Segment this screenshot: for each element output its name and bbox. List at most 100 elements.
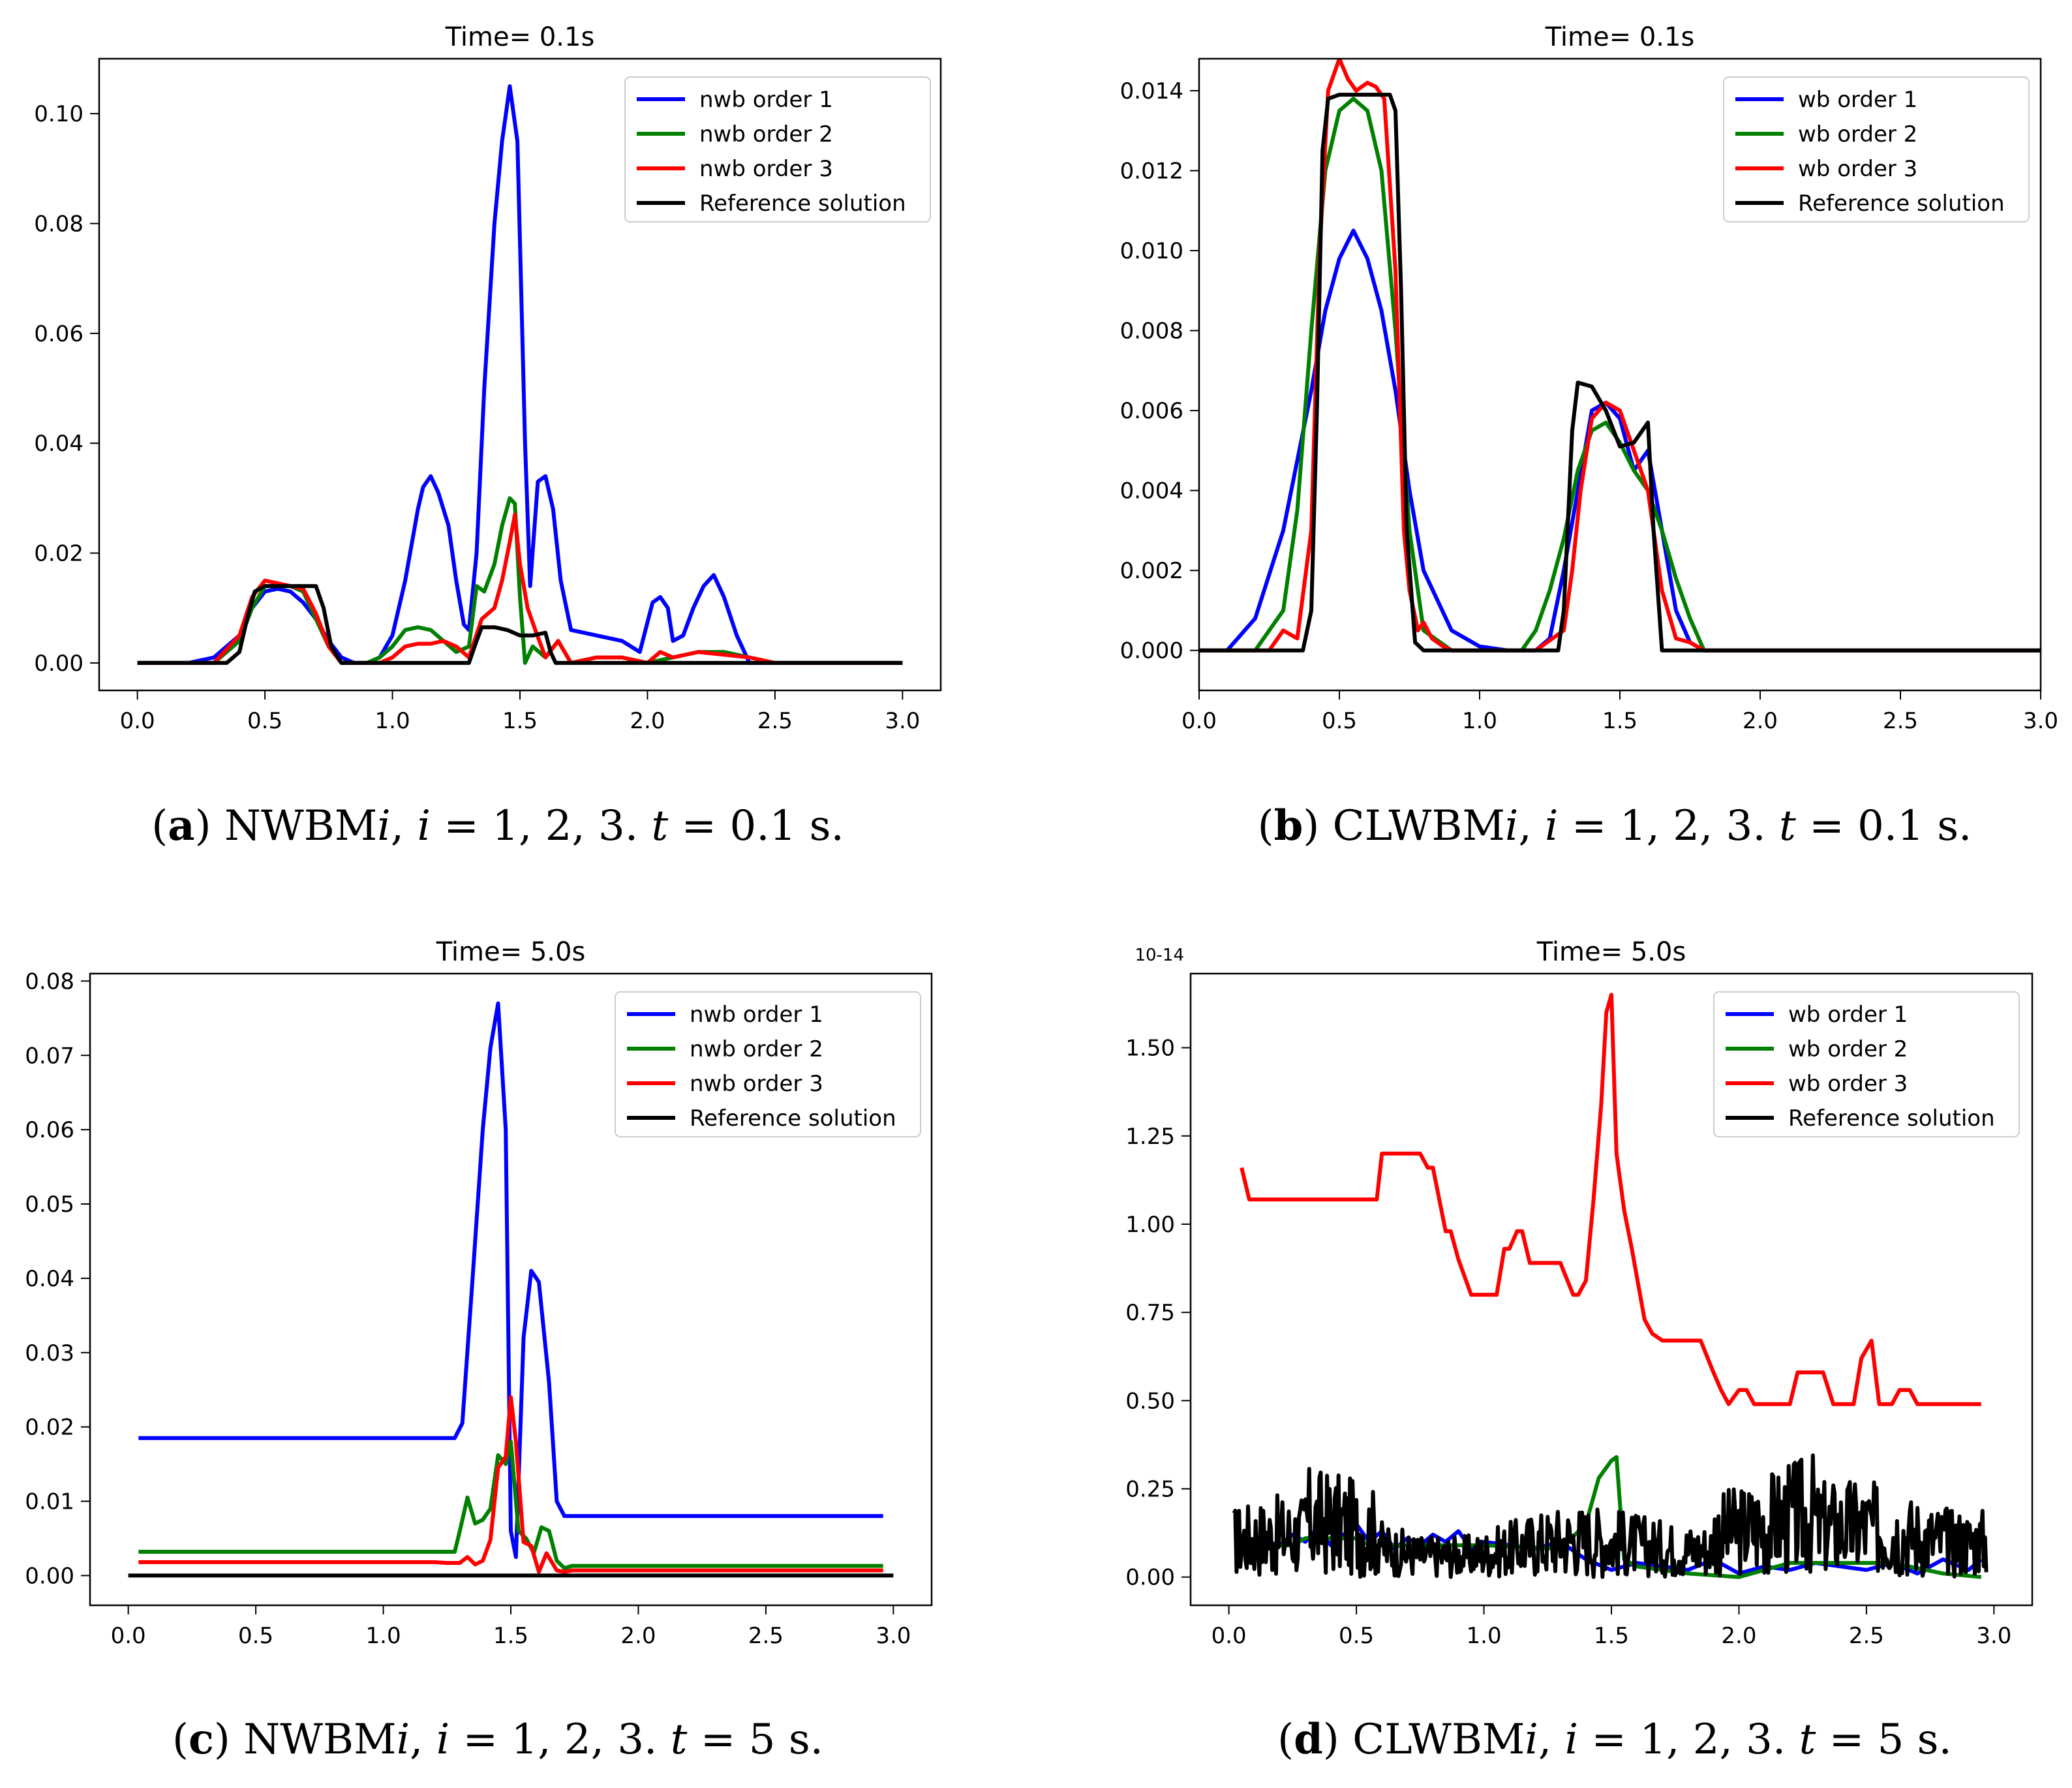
series-line-4 (137, 584, 903, 665)
x-tick-label: 1.5 (1594, 1623, 1629, 1649)
y-tick-label: 0.000 (1120, 638, 1183, 664)
x-tick-label: 2.0 (1743, 708, 1778, 734)
y-tick-label: 0.04 (25, 1266, 74, 1292)
chart-c: Time= 5.0s 0.0 0.5 1.0 1.5 2.0 2.5 3.0 0.00 0.01 0… (25, 937, 933, 1649)
x-tick-label: 1.5 (1602, 708, 1638, 734)
y-tick-label: 1.50 (1125, 1036, 1175, 1062)
x-tick-label: 2.5 (1883, 708, 1918, 734)
x-tick-label: 1.0 (1467, 1623, 1502, 1649)
x-tick-label: 0.5 (247, 708, 282, 734)
series-line-4 (1232, 1453, 1988, 1579)
caption-c: (c) NWBMi, i = 1, 2, 3. t = 5 s. (172, 1715, 824, 1764)
y-tick-label: 0.08 (34, 211, 84, 238)
x-tick-label: 0.5 (1322, 708, 1357, 734)
plot-frame (89, 972, 933, 1607)
y-tick-label: 0.75 (1125, 1300, 1175, 1326)
legend-label-3: wb order 3 (1788, 1071, 1908, 1097)
legend-label-4: Reference solution (1788, 1105, 1995, 1132)
caption-a: (a) NWBMi, i = 1, 2, 3. t = 0.1 s. (151, 801, 844, 850)
legend-label-3: nwb order 3 (690, 1071, 823, 1097)
legend-label-4: Reference solution (699, 191, 906, 217)
y-tick-label: 0.00 (34, 651, 84, 677)
y-tick-label: 1.25 (1125, 1124, 1175, 1150)
y-tick-label: 0.06 (25, 1117, 74, 1143)
y-tick-label: 0.03 (25, 1340, 74, 1366)
legend-box (1723, 76, 2030, 223)
y-tick-label: 0.004 (1120, 478, 1183, 504)
plot-frame (98, 57, 942, 692)
series-line-2 (138, 1440, 883, 1571)
x-tick-label: 2.0 (1721, 1623, 1756, 1649)
legend: nwb order 1 nwb order 2 nwb order 3 Referen… (615, 991, 921, 1137)
x-tick-label: 2.5 (1849, 1623, 1884, 1649)
series-line-4 (1199, 93, 2041, 653)
y-tick-label: 0.08 (25, 968, 74, 994)
legend-box (1713, 991, 2020, 1137)
x-tick-label: 0.0 (120, 708, 155, 734)
y-tick-label: 1.00 (1125, 1212, 1175, 1238)
chart-d: Time= 5.0s 0.0 0.5 1.0 1.5 2.0 2.5 3.0 0.00 0.25 0… (1125, 937, 2034, 1649)
caption-d: (d) CLWBMi, i = 1, 2, 3. t = 5 s. (1277, 1715, 1952, 1764)
y-tick-label: 0.07 (25, 1043, 74, 1069)
legend-label-4: Reference solution (690, 1105, 896, 1132)
chart-title: Time= 0.1s (445, 22, 595, 52)
x-tick-label: 1.0 (1462, 708, 1497, 734)
legend: wb order 1 wb order 2 wb order 3 Reference … (1723, 76, 2030, 223)
y-multiplier: 10-14 (1135, 946, 1184, 965)
x-tick-label: 3.0 (885, 708, 920, 734)
legend: nwb order 1 nwb order 2 nwb order 3 Referen… (624, 76, 931, 223)
plot-frame (1189, 972, 2034, 1607)
x-tick-label: 0.0 (1211, 1623, 1247, 1649)
legend-label-2: nwb order 2 (699, 121, 833, 147)
x-tick-label: 3.0 (2023, 708, 2058, 734)
y-tick-label: 0.02 (25, 1415, 74, 1441)
legend-box (624, 76, 931, 223)
y-tick-label: 0.25 (1125, 1477, 1175, 1503)
series-line-3 (1240, 993, 1981, 1406)
y-tick-label: 0.012 (1120, 159, 1183, 185)
series-group (1199, 59, 2041, 653)
y-tick-label: 0.01 (25, 1489, 74, 1515)
y-tick-label: 0.04 (34, 431, 84, 457)
legend-label-1: wb order 1 (1798, 87, 1917, 113)
x-tick-label: 2.0 (630, 708, 665, 734)
caption-b: (b) CLWBMi, i = 1, 2, 3. t = 0.1 s. (1257, 801, 1972, 850)
series-line-2 (137, 496, 903, 665)
chart-title: Time= 0.1s (1545, 22, 1695, 52)
series-group (128, 1001, 894, 1578)
chart-title: Time= 5.0s (1536, 937, 1686, 967)
series-group (137, 84, 903, 665)
y-tick-label: 0.00 (25, 1563, 74, 1589)
x-tick-label: 1.0 (375, 708, 410, 734)
x-tick-label: 2.0 (620, 1623, 656, 1649)
legend-label-3: nwb order 3 (699, 156, 833, 182)
y-tick-label: 0.05 (25, 1192, 74, 1218)
x-tick-label: 3.0 (1976, 1623, 2011, 1649)
y-tick-label: 0.10 (34, 101, 84, 127)
plot-frame (1198, 57, 2042, 692)
legend: wb order 1 wb order 2 wb order 3 Reference … (1713, 991, 2020, 1137)
legend-label-2: wb order 2 (1788, 1036, 1908, 1062)
legend-label-3: wb order 3 (1798, 156, 1917, 182)
y-tick-label: 0.010 (1120, 238, 1183, 264)
series-line-1 (138, 1001, 883, 1559)
x-tick-label: 2.5 (757, 708, 793, 734)
chart-title: Time= 5.0s (436, 937, 586, 967)
series-group (1232, 993, 1988, 1579)
legend-label-1: nwb order 1 (699, 87, 833, 113)
legend-box (615, 991, 921, 1137)
legend-label-2: wb order 2 (1798, 121, 1917, 147)
y-tick-label: 0.02 (34, 541, 84, 567)
x-tick-label: 0.5 (238, 1623, 273, 1649)
x-tick-label: 1.5 (493, 1623, 528, 1649)
legend-label-1: nwb order 1 (690, 1002, 823, 1028)
y-tick-label: 0.008 (1120, 318, 1183, 345)
x-tick-label: 0.0 (111, 1623, 146, 1649)
series-line-3 (138, 1395, 883, 1574)
x-tick-label: 1.5 (502, 708, 538, 734)
x-tick-label: 2.5 (748, 1623, 784, 1649)
y-tick-label: 0.014 (1120, 78, 1183, 104)
chart-b: Time= 0.1s 0.0 0.5 1.0 1.5 2.0 2.5 3.0 0.000 0.00… (1120, 22, 2058, 734)
x-tick-label: 1.0 (366, 1623, 401, 1649)
